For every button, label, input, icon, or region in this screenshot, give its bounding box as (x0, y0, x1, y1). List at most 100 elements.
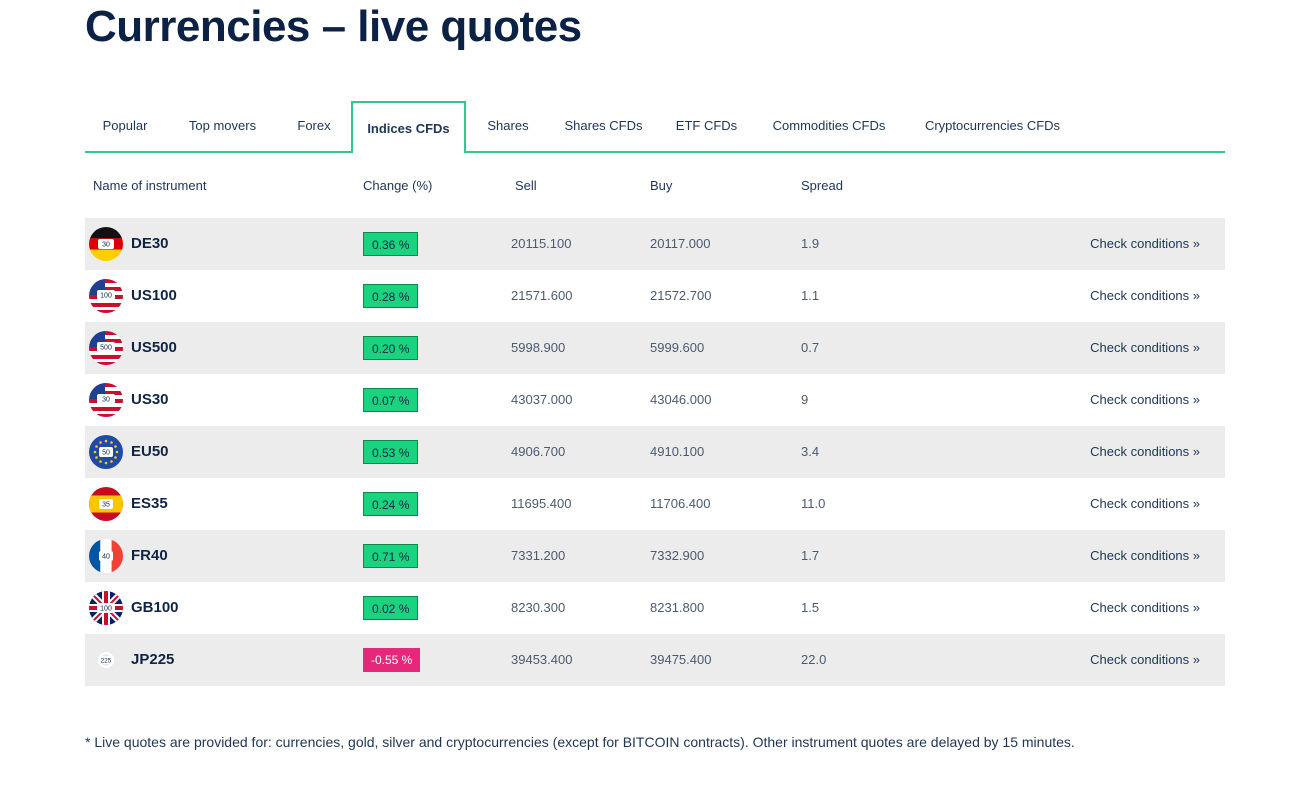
sell-price: 20115.100 (511, 236, 572, 251)
table-header: Name of instrument Change (%) Sell Buy S… (85, 172, 1225, 200)
uk-flag-icon: 100 (89, 591, 123, 625)
table-row: 225 JP225 -0.55 % 39453.400 39475.400 22… (85, 634, 1225, 686)
footnote: * Live quotes are provided for: currenci… (85, 734, 1075, 750)
header-change: Change (%) (363, 178, 433, 193)
tab-cryptocurrencies-cfds[interactable]: Cryptocurrencies CFDs (924, 118, 1061, 133)
table-row: 100 US100 0.28 % 21571.600 21572.700 1.1… (85, 270, 1225, 322)
table-row: 30 US30 0.07 % 43037.000 43046.000 9 Che… (85, 374, 1225, 426)
buy-price: 21572.700 (650, 288, 712, 303)
instrument-symbol[interactable]: GB100 (131, 599, 179, 616)
tab-indices-cfds[interactable]: Indices CFDs (351, 101, 466, 153)
change-badge: 0.71 % (363, 544, 419, 568)
sell-price: 8230.300 (511, 600, 566, 615)
buy-price: 43046.000 (650, 392, 712, 407)
change-badge: 0.07 % (363, 388, 419, 412)
table-row: 40 FR40 0.71 % 7331.200 7332.900 1.7 Che… (85, 530, 1225, 582)
instrument-symbol[interactable]: FR40 (131, 547, 168, 564)
instrument-symbol[interactable]: US30 (131, 391, 169, 408)
spread-value: 0.7 (801, 340, 820, 355)
flag-label: 40 (102, 554, 110, 561)
instrument-symbol[interactable]: JP225 (131, 651, 175, 668)
check-conditions-link[interactable]: Check conditions » (1090, 496, 1200, 511)
spain-flag-icon: 35 (89, 487, 123, 521)
sell-price: 7331.200 (511, 548, 566, 563)
buy-price: 11706.400 (650, 496, 711, 511)
instrument-symbol[interactable]: US100 (131, 287, 177, 304)
eu-flag-icon: 50 (89, 435, 123, 469)
change-badge: 0.28 % (363, 284, 419, 308)
change-badge: 0.36 % (363, 232, 419, 256)
spread-value: 1.9 (801, 236, 820, 251)
header-sell: Sell (515, 178, 537, 193)
check-conditions-link[interactable]: Check conditions » (1090, 652, 1200, 667)
change-badge: 0.02 % (363, 596, 419, 620)
flag-label: 30 (102, 242, 110, 249)
instrument-symbol[interactable]: DE30 (131, 235, 169, 252)
instrument-symbol[interactable]: EU50 (131, 443, 169, 460)
buy-price: 4910.100 (650, 444, 705, 459)
instrument-symbol[interactable]: US500 (131, 339, 177, 356)
usa-flag-icon: 100 (89, 279, 123, 313)
instrument-symbol[interactable]: ES35 (131, 495, 168, 512)
japan-flag-icon: 225 (89, 643, 123, 677)
check-conditions-link[interactable]: Check conditions » (1090, 600, 1200, 615)
table-row: 500 US500 0.20 % 5998.900 5999.600 0.7 C… (85, 322, 1225, 374)
check-conditions-link[interactable]: Check conditions » (1090, 392, 1200, 407)
check-conditions-link[interactable]: Check conditions » (1090, 288, 1200, 303)
table-row: 30 DE30 0.36 % 20115.100 20117.000 1.9 C… (85, 218, 1225, 270)
sell-price: 39453.400 (511, 652, 573, 667)
tab-popular[interactable]: Popular (102, 118, 148, 133)
spread-value: 9 (801, 392, 809, 407)
buy-price: 7332.900 (650, 548, 705, 563)
quotes-table: 30 DE30 0.36 % 20115.100 20117.000 1.9 C… (85, 218, 1225, 686)
tab-forex[interactable]: Forex (297, 118, 331, 133)
check-conditions-link[interactable]: Check conditions » (1090, 548, 1200, 563)
tab-shares-cfds[interactable]: Shares CFDs (564, 118, 643, 133)
usa-flag-icon: 30 (89, 383, 123, 417)
flag-label: 50 (102, 450, 110, 457)
spread-value: 3.4 (801, 444, 820, 459)
sell-price: 4906.700 (511, 444, 566, 459)
tab-top-movers[interactable]: Top movers (188, 118, 257, 133)
spread-value: 1.5 (801, 600, 820, 615)
table-row: 50 EU50 0.53 % 4906.700 4910.100 3.4 Che… (85, 426, 1225, 478)
buy-price: 8231.800 (650, 600, 705, 615)
flag-label: 35 (102, 502, 110, 509)
usa-flag-icon: 500 (89, 331, 123, 365)
header-buy: Buy (650, 178, 673, 193)
flag-label: 30 (102, 397, 110, 404)
sell-price: 43037.000 (511, 392, 573, 407)
flag-label: 100 (100, 606, 112, 613)
flag-label: 225 (101, 657, 112, 664)
check-conditions-link[interactable]: Check conditions » (1090, 444, 1200, 459)
tab-commodities-cfds[interactable]: Commodities CFDs (772, 118, 886, 133)
instrument-tabs: Popular Top movers Forex Indices CFDs Sh… (85, 101, 1225, 153)
france-flag-icon: 40 (89, 539, 123, 573)
change-badge: 0.20 % (363, 336, 419, 360)
buy-price: 39475.400 (650, 652, 712, 667)
header-name: Name of instrument (93, 178, 207, 193)
table-row: 35 ES35 0.24 % 11695.400 11706.400 11.0 … (85, 478, 1225, 530)
buy-price: 5999.600 (650, 340, 705, 355)
sell-price: 21571.600 (511, 288, 573, 303)
flag-label: 100 (100, 293, 112, 300)
flag-label: 500 (100, 345, 112, 352)
change-badge: 0.24 % (363, 492, 419, 516)
germany-flag-icon: 30 (89, 227, 123, 261)
page-title: Currencies – live quotes (85, 2, 582, 51)
spread-value: 1.7 (801, 548, 820, 563)
sell-price: 5998.900 (511, 340, 566, 355)
tab-shares[interactable]: Shares (487, 118, 529, 133)
table-row: 100 GB100 0.02 % 8230.300 8231.800 1.5 C… (85, 582, 1225, 634)
spread-value: 22.0 (801, 652, 827, 667)
spread-value: 11.0 (801, 496, 826, 511)
spread-value: 1.1 (801, 288, 820, 303)
header-spread: Spread (801, 178, 843, 193)
check-conditions-link[interactable]: Check conditions » (1090, 236, 1200, 251)
buy-price: 20117.000 (650, 236, 711, 251)
check-conditions-link[interactable]: Check conditions » (1090, 340, 1200, 355)
tab-etf-cfds[interactable]: ETF CFDs (675, 118, 738, 133)
change-badge: 0.53 % (363, 440, 419, 464)
change-badge: -0.55 % (363, 648, 421, 672)
sell-price: 11695.400 (511, 496, 572, 511)
